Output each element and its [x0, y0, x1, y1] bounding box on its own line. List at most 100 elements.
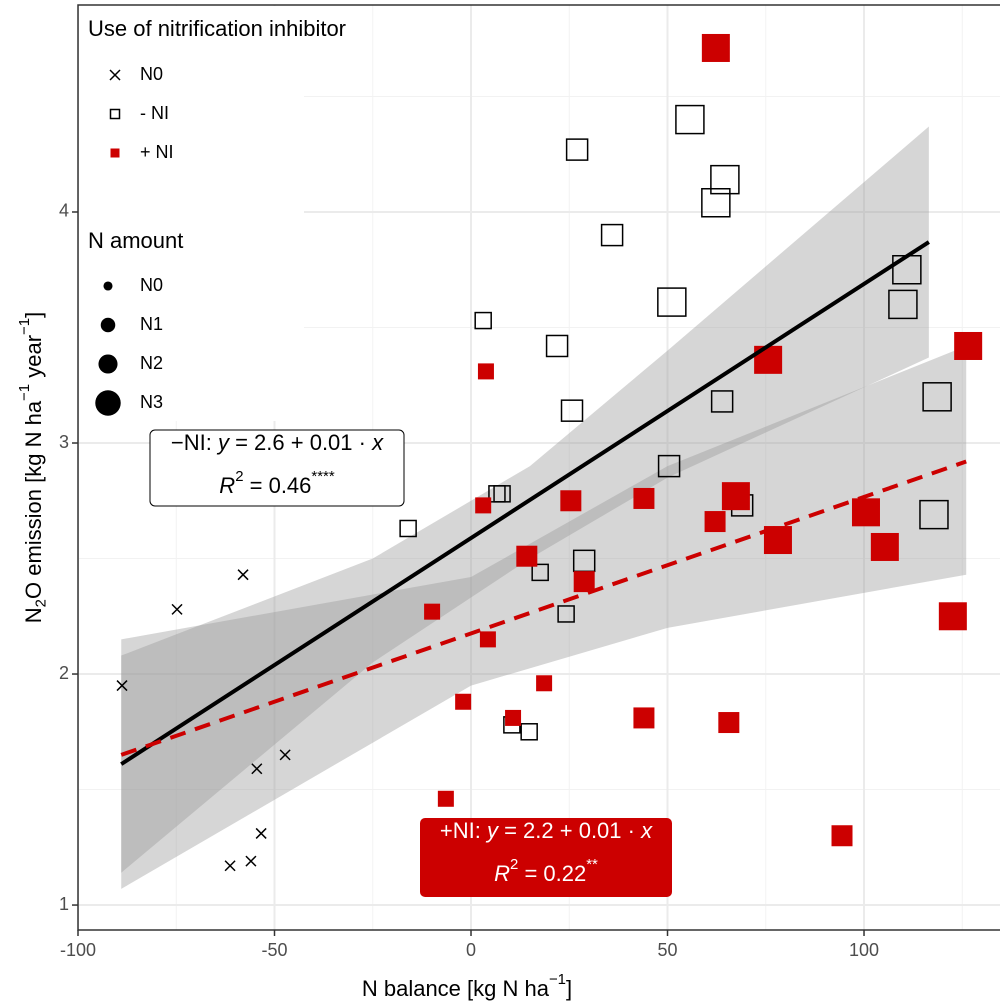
point: [475, 497, 492, 514]
point: [255, 827, 267, 839]
legend-label: N1: [140, 314, 163, 334]
legend-symbol: [103, 281, 113, 291]
point: [701, 33, 730, 62]
text-part: −1: [16, 384, 33, 401]
point: [701, 188, 731, 218]
x-tick-label: -100: [60, 940, 96, 960]
text-part: x: [640, 818, 653, 843]
plot-area: [78, 5, 1000, 930]
point: [600, 223, 624, 247]
point: [479, 631, 496, 648]
point: [516, 545, 538, 567]
annotation-text: −NI: y = 2.6 + 0.01 · x: [171, 430, 384, 455]
text-part: ]: [21, 312, 46, 318]
point: [675, 104, 705, 135]
point: [474, 311, 492, 330]
x-tick-label: 100: [849, 940, 879, 960]
text-part: = 0.46: [244, 473, 312, 498]
point: [531, 563, 549, 582]
confidence-band: [121, 345, 967, 889]
y-axis-title: N2O emission [kg N ha−1 year−1]: [16, 312, 50, 623]
point: [520, 723, 538, 741]
point: [171, 603, 183, 615]
point: [718, 712, 740, 734]
point: [251, 763, 263, 775]
point: [851, 498, 880, 527]
legend-background: [79, 6, 304, 421]
point: [477, 363, 494, 380]
point: [493, 485, 511, 503]
y-tick-label: 4: [59, 201, 69, 221]
point: [455, 693, 472, 710]
point: [536, 675, 553, 692]
point: [954, 331, 983, 360]
legend-symbol: [95, 390, 121, 416]
text-part: y: [216, 430, 231, 455]
point: [560, 490, 582, 512]
text-part: −1: [549, 971, 566, 988]
point: [565, 138, 589, 161]
x-tick-label: 50: [657, 940, 677, 960]
point: [657, 287, 687, 317]
point: [710, 390, 734, 413]
annotation-text: +NI: y = 2.2 + 0.01 · x: [440, 818, 653, 843]
point: [573, 571, 595, 593]
text-part: 2: [33, 599, 50, 607]
text-part: 2: [235, 468, 243, 485]
point: [919, 499, 949, 530]
text-part: ]: [566, 976, 572, 1001]
fit-line: [120, 459, 967, 757]
point: [831, 825, 853, 847]
point: [110, 148, 120, 158]
text-part: N: [21, 607, 46, 623]
point: [633, 707, 655, 729]
point: [938, 602, 967, 631]
legend-label: N2: [140, 353, 163, 373]
text-part: N balance [kg N ha: [362, 976, 550, 1001]
point: [560, 399, 584, 422]
point: [704, 511, 726, 533]
text-part: year: [21, 335, 46, 384]
point: [109, 69, 121, 81]
point: [870, 532, 899, 561]
point: [633, 487, 655, 509]
point: [721, 482, 750, 511]
point: [224, 860, 236, 872]
fit-line: [120, 240, 930, 766]
x-axis-title: N balance [kg N ha−1]: [362, 971, 572, 1001]
y-tick-label: 3: [59, 432, 69, 452]
legend-label: N0: [140, 64, 163, 84]
legend-label: - NI: [140, 103, 169, 123]
text-part: R: [494, 861, 510, 886]
text-part: x: [371, 430, 384, 455]
point: [888, 289, 918, 320]
text-part: = 2.2 + 0.01 ·: [498, 818, 641, 843]
y-tick-label: 2: [59, 663, 69, 683]
point: [545, 334, 569, 358]
point: [557, 605, 575, 623]
text-part: = 0.22: [518, 861, 586, 886]
annotation-text: R2 = 0.22**: [494, 856, 598, 886]
text-part: **: [586, 856, 598, 873]
annotation-text: R2 = 0.46****: [219, 468, 335, 498]
x-tick-label: -50: [261, 940, 287, 960]
point: [710, 164, 740, 195]
legend-title: N amount: [88, 228, 183, 253]
text-part: R: [219, 473, 235, 498]
y-tick-label: 1: [59, 894, 69, 914]
annotation-box: [149, 429, 405, 507]
text-part: y: [485, 818, 500, 843]
x-tick-label: 0: [466, 940, 476, 960]
legend-label: N3: [140, 392, 163, 412]
point: [116, 680, 128, 692]
point: [237, 569, 249, 581]
point: [424, 603, 441, 620]
point: [657, 454, 681, 478]
point: [505, 709, 522, 726]
legend-symbol: [98, 354, 118, 374]
legend-label: + NI: [140, 142, 174, 162]
text-part: +NI:: [440, 818, 487, 843]
text-part: = 2.6 + 0.01 ·: [229, 430, 372, 455]
text-part: −NI:: [171, 430, 218, 455]
